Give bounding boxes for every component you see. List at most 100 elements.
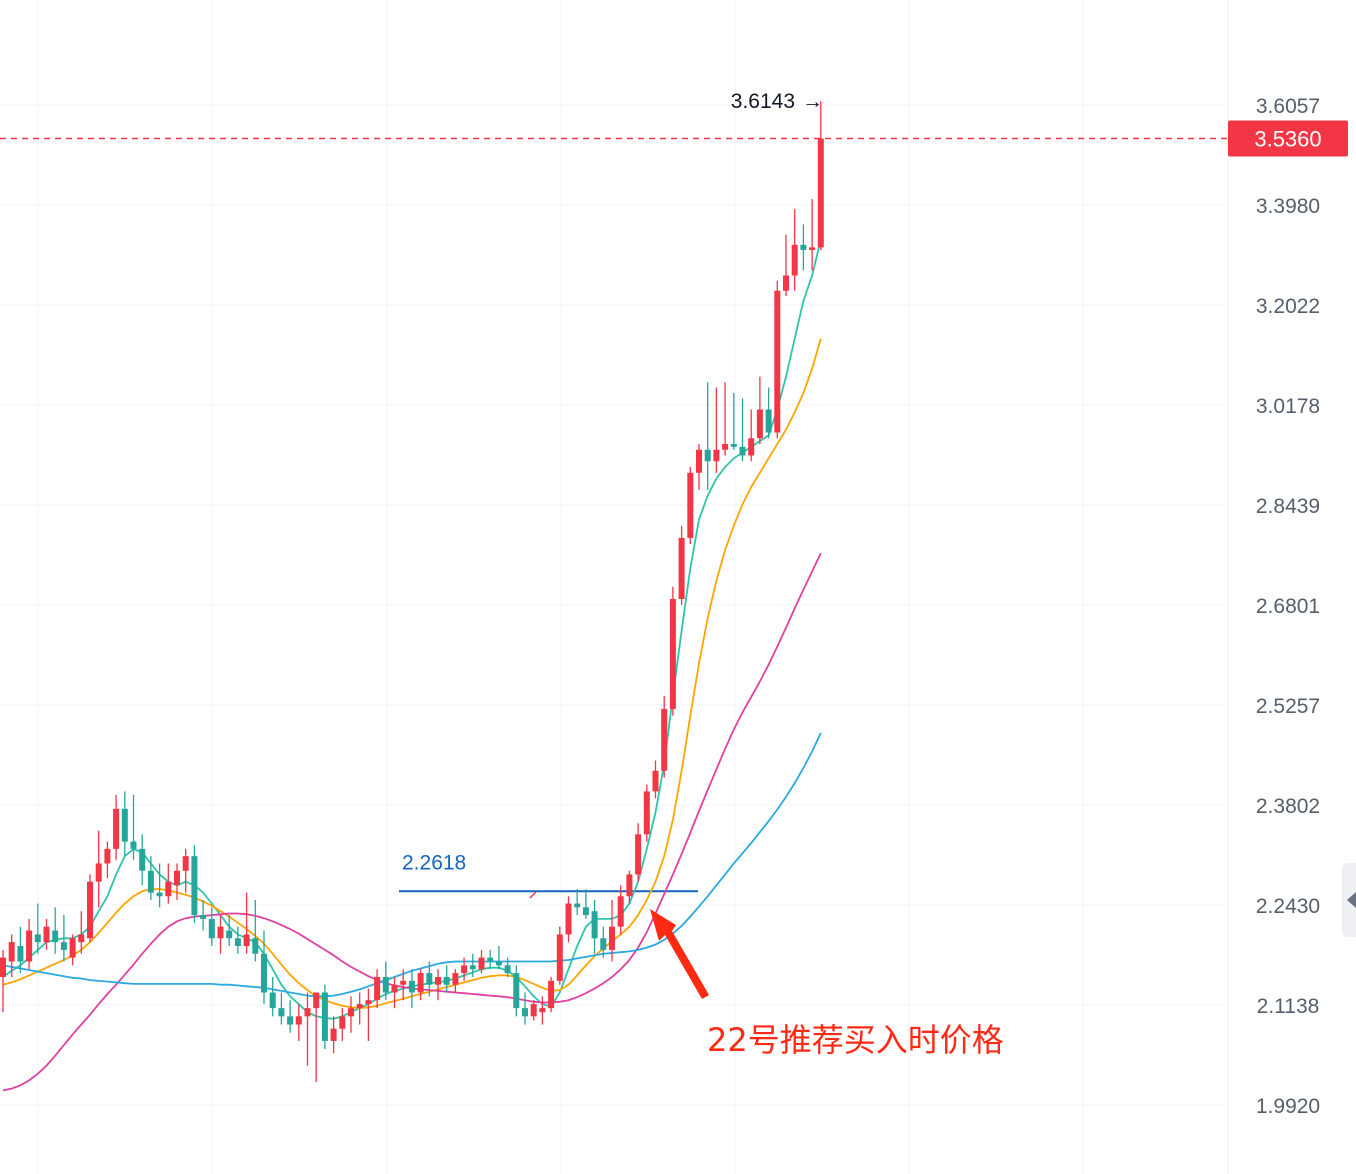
candle-body [548, 980, 555, 1009]
candle-body [200, 915, 207, 919]
candle [104, 841, 111, 879]
candle [696, 443, 702, 490]
candle [574, 888, 581, 916]
candle [17, 926, 24, 974]
candle-body [382, 976, 389, 993]
side-collapse-tab[interactable] [1342, 863, 1356, 937]
candle-body [139, 848, 146, 871]
candle [321, 984, 328, 1050]
candle-body [800, 244, 807, 250]
buy-annotation-text: 22号推荐买入时价格 [707, 1021, 1004, 1059]
candle [408, 969, 415, 1009]
candle [130, 794, 137, 860]
candle [582, 888, 589, 919]
candle-body [435, 976, 441, 985]
y-tick-label: 2.2430 [1256, 895, 1320, 918]
candle [435, 969, 441, 1001]
candle-body [321, 992, 328, 1041]
candle-body [530, 1004, 537, 1017]
candle [226, 915, 233, 947]
candle-body [208, 918, 215, 939]
candle [678, 525, 685, 606]
candle-body [722, 443, 729, 450]
candle-body [34, 934, 41, 943]
candle-body [365, 1000, 372, 1005]
candle [295, 1004, 302, 1041]
candle-body [226, 930, 233, 939]
candle-body [426, 973, 433, 985]
candle-body [0, 957, 6, 977]
candle [478, 949, 485, 974]
candle [200, 899, 207, 931]
moving-averages [2, 239, 822, 1092]
candle-body [408, 980, 415, 993]
candle [600, 926, 607, 958]
candle [495, 946, 502, 970]
candle-body [95, 863, 102, 882]
y-tick-label: 2.3802 [1256, 795, 1320, 818]
candle-body [478, 957, 485, 970]
candle [687, 466, 694, 545]
candle [461, 957, 468, 981]
candle [487, 949, 494, 970]
candle-body [269, 992, 276, 1009]
candle-body [304, 1008, 311, 1017]
candle [661, 695, 668, 778]
candle-body [234, 938, 241, 947]
candle [382, 961, 389, 1001]
candle-body [817, 138, 824, 248]
candle [191, 845, 198, 923]
candle [722, 382, 729, 456]
candle-body [174, 870, 180, 886]
candle-body [339, 1016, 346, 1029]
candle-body [156, 892, 163, 897]
candle-body [635, 834, 642, 875]
candle [783, 234, 789, 296]
y-tick-label: 2.6801 [1256, 595, 1320, 618]
candle [182, 848, 189, 893]
candle [800, 224, 807, 271]
candle-body [539, 1008, 546, 1013]
candle-body [69, 938, 76, 958]
candle-body [43, 926, 50, 943]
candle-body [487, 957, 494, 962]
candle [156, 863, 163, 908]
candle [469, 953, 476, 977]
candle-body [400, 980, 407, 985]
candle-body [669, 598, 676, 709]
candle-body [182, 856, 189, 871]
candle [339, 1008, 346, 1041]
candle [609, 899, 615, 962]
y-tick-label: 3.6057 [1256, 95, 1320, 118]
candle [617, 885, 624, 935]
candle-body [600, 938, 607, 950]
y-tick-label: 3.3980 [1256, 195, 1320, 218]
candle [287, 1000, 294, 1033]
candle-body [278, 1008, 285, 1017]
candle [139, 834, 146, 886]
candle-body [565, 903, 572, 935]
candle-body [495, 961, 502, 966]
candle [452, 969, 459, 993]
candle [556, 926, 563, 985]
candle [348, 996, 354, 1033]
candle [400, 969, 407, 1001]
candle-body [704, 449, 711, 462]
current-price-tag: 3.5360 [1228, 120, 1348, 157]
candle-body [756, 409, 763, 439]
candle [522, 992, 528, 1025]
candle-body [809, 247, 816, 250]
candle [809, 199, 816, 271]
grid [0, 0, 1229, 1174]
candle [243, 892, 250, 954]
candle [530, 1000, 537, 1021]
candle-body [374, 976, 381, 1001]
candle-body [417, 973, 424, 993]
candle [791, 209, 798, 291]
candle [87, 874, 93, 943]
candle [426, 961, 433, 997]
candle-body [609, 926, 615, 950]
candle [43, 918, 50, 950]
high-marker-label: 3.6143 [731, 90, 795, 113]
